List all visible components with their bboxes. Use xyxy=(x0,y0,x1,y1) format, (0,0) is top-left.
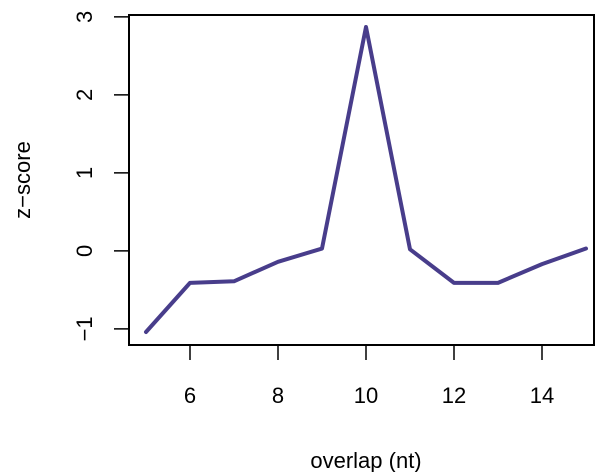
series-line xyxy=(144,25,588,334)
y-tick-label: 1 xyxy=(72,167,97,179)
x-tick-label: 12 xyxy=(442,383,466,408)
x-axis: 6 8 10 12 14 xyxy=(184,345,554,408)
plot-frame xyxy=(128,14,595,346)
y-tick-label: 2 xyxy=(72,89,97,101)
x-tick-label: 8 xyxy=(272,383,284,408)
x-tick-label: 6 xyxy=(184,383,196,408)
x-axis-label: overlap (nt) xyxy=(310,448,421,472)
y-tick-label: −1 xyxy=(72,316,97,341)
y-axis-label: z−score xyxy=(10,141,35,219)
x-tick-label: 10 xyxy=(354,383,378,408)
x-tick-label: 14 xyxy=(530,383,554,408)
y-axis: −1 0 1 2 3 xyxy=(72,11,129,341)
y-tick-label: 0 xyxy=(72,245,97,257)
y-tick-label: 3 xyxy=(72,11,97,23)
